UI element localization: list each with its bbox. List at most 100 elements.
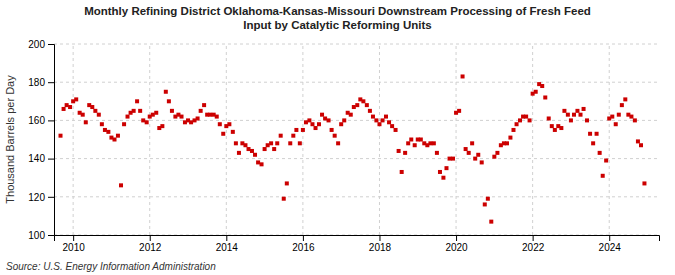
x-tick-label: 2012 [139,242,162,253]
y-tick: 140 [28,153,54,164]
point [247,147,251,151]
point [260,162,264,166]
point [559,126,563,130]
point [141,118,145,122]
x-grid-line [609,44,610,235]
point [489,220,493,224]
x-tick: 2016 [292,235,315,253]
point [448,157,452,161]
point [294,128,298,132]
point [464,147,468,151]
point [339,122,343,126]
y-tick-label: 200 [28,39,45,50]
point [591,141,595,145]
point [103,128,107,132]
point [282,197,286,201]
point [253,153,257,157]
point [100,122,104,126]
point [199,109,203,113]
point [116,134,120,138]
x-tick-label: 2018 [369,242,392,253]
x-tick: 2010 [63,235,86,253]
point [256,160,260,164]
point [218,122,222,126]
point [298,141,302,145]
point [365,103,369,107]
x-grid-line [149,44,150,235]
point [361,99,365,103]
x-tick: 2018 [369,235,392,253]
point [511,128,515,132]
point [394,128,398,132]
point [307,118,311,122]
point [145,120,149,124]
point [476,153,480,157]
point [349,113,353,117]
point [384,115,388,119]
x-grid-line [532,44,533,235]
y-tick-mark [48,120,54,121]
point [461,74,465,78]
point [428,141,432,145]
point [234,141,238,145]
x-tick-label: 2016 [292,242,315,253]
x-tick-label: 2022 [522,242,545,253]
point [566,113,570,117]
point [84,120,88,124]
point [470,141,474,145]
point [397,149,401,153]
point [518,118,522,122]
y-tick-mark [48,159,54,160]
point [451,157,455,161]
point [515,122,519,126]
point [59,134,63,138]
point [288,141,292,145]
points [59,74,647,223]
point [604,159,608,163]
point [617,113,621,117]
point [639,143,643,147]
point [579,113,583,117]
x-axis: 20102012201420162018202020222024 [55,235,660,253]
point [588,132,592,136]
point [550,124,554,128]
point [642,181,646,185]
x-grid-line [226,44,227,235]
point [419,138,423,142]
x-tick-label: 2010 [63,242,86,253]
point [164,90,168,94]
y-grid-line [54,196,659,197]
point [336,141,340,145]
point [483,202,487,206]
point [237,151,241,155]
point [285,181,289,185]
point [486,197,490,201]
point [167,99,171,103]
point [126,115,130,119]
point [444,166,448,170]
point [160,124,164,128]
point [633,118,637,122]
point [543,95,547,99]
point [320,113,324,117]
point [113,138,117,142]
x-tick-label: 2024 [599,242,622,253]
y-tick: 120 [28,192,54,203]
x-tick: 2014 [216,235,239,253]
point [327,118,331,122]
y-tick: 160 [28,115,54,126]
point [601,174,605,178]
y-grid-line [54,158,659,159]
point [528,118,532,122]
point [170,109,174,113]
point [457,109,461,113]
point [93,109,97,113]
point [272,147,276,151]
source-note: Source: U.S. Energy Information Administ… [6,261,216,272]
x-tick-label: 2014 [216,242,239,253]
point [119,183,123,187]
point [65,103,69,107]
point [132,109,136,113]
point [352,105,356,109]
x-tick: 2022 [522,235,545,253]
